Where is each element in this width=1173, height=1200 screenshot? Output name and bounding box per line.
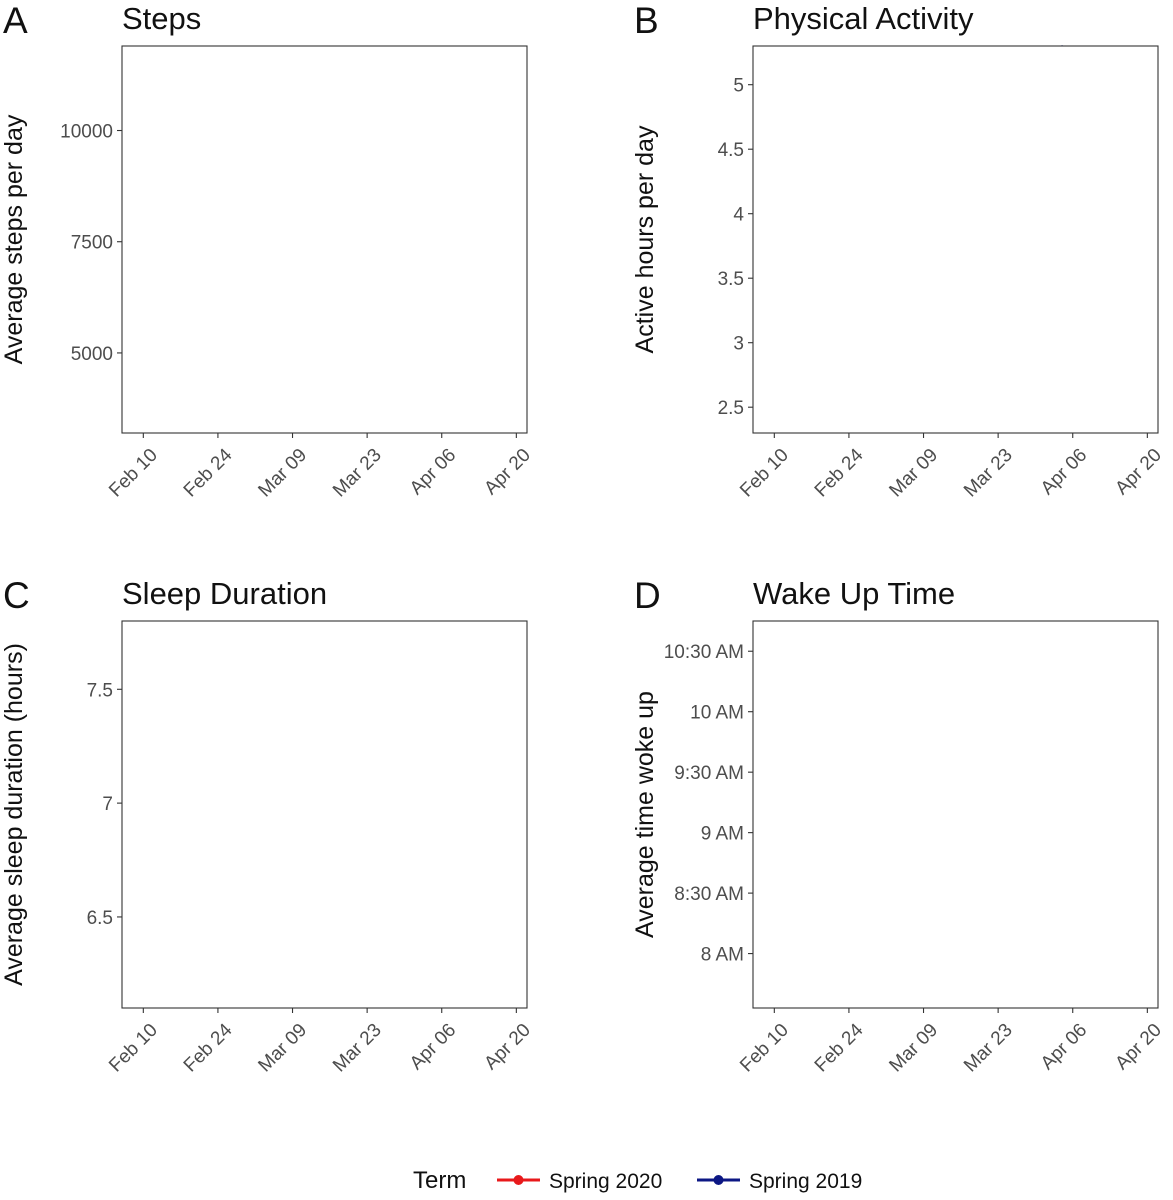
x-tick-label-a-2: Mar 09 [254, 445, 311, 502]
plot-border-c [121, 620, 528, 1009]
plot-border-b [752, 45, 1159, 434]
legend-key-point-spring-2019 [713, 1175, 724, 1185]
y-axis-title-b: Active hours per day [631, 125, 659, 353]
x-tick-label-d-3: Mar 23 [960, 1020, 1017, 1077]
y-tick-label-b-3: 4 [733, 205, 744, 226]
panel-letter-a: A [3, 0, 28, 41]
panel-title-b: Physical Activity [753, 1, 974, 36]
y-tick-label-d-1: 8:30 AM [674, 884, 744, 905]
panel-letter-c: C [3, 575, 30, 616]
plot-border-d [752, 620, 1159, 1009]
y-tick-label-d-2: 9 AM [701, 824, 744, 845]
x-tick-label-c-5: Apr 20 [480, 1020, 534, 1074]
y-tick-label-d-0: 8 AM [701, 945, 744, 966]
panel-title-c: Sleep Duration [122, 576, 327, 611]
panel-a: 5000 7500 10000 Feb 10 Feb 24 Mar 09 Mar 23 Apr… [0, 0, 535, 501]
y-tick-label-a-1: 7500 [71, 233, 113, 254]
x-tick-label-c-1: Feb 24 [180, 1019, 237, 1076]
x-tick-label-d-5: Apr 20 [1111, 1020, 1165, 1074]
x-tick-label-c-4: Apr 06 [406, 1020, 460, 1074]
y-axis-title-c: Average sleep duration (hours) [0, 643, 28, 986]
x-tick-label-b-1: Feb 24 [811, 444, 868, 501]
y-tick-label-b-0: 2.5 [718, 398, 744, 419]
legend-item-spring-2020: Spring 2020 [497, 1170, 662, 1193]
x-tick-label-a-0: Feb 10 [105, 445, 162, 502]
panel-letter-b: B [634, 0, 659, 41]
x-tick-label-a-4: Apr 06 [406, 445, 460, 499]
x-tick-label-a-3: Mar 23 [329, 445, 386, 502]
panel-title-d: Wake Up Time [753, 576, 955, 611]
y-axis-title-d: Average time woke up [631, 691, 659, 938]
x-tick-label-b-2: Mar 09 [885, 445, 942, 502]
x-tick-label-b-5: Apr 20 [1111, 445, 1165, 499]
y-tick-label-b-4: 4.5 [718, 140, 744, 161]
x-tick-label-d-1: Feb 24 [811, 1019, 868, 1076]
x-tick-label-a-1: Feb 24 [180, 444, 237, 501]
x-tick-label-c-0: Feb 10 [105, 1020, 162, 1077]
legend-title: Term [413, 1167, 466, 1194]
legend-label-spring-2020: Spring 2020 [549, 1170, 662, 1193]
y-tick-label-b-2: 3.5 [718, 269, 744, 290]
plot-border-a [121, 45, 528, 434]
y-tick-label-d-5: 10:30 AM [664, 642, 744, 663]
y-axis-title-a: Average steps per day [0, 114, 28, 364]
panel-b: 2.5 3 3.5 4 4.5 5 Feb 10 Feb 24 Mar 09 Mar 23 Apr … [631, 0, 1166, 501]
y-tick-label-c-0: 6.5 [87, 908, 113, 929]
y-tick-label-d-4: 10 AM [690, 703, 744, 724]
y-tick-label-a-0: 5000 [71, 344, 113, 365]
x-tick-label-a-5: Apr 20 [480, 445, 534, 499]
y-tick-label-b-5: 5 [733, 76, 744, 97]
y-tick-label-a-2: 10000 [60, 122, 113, 143]
x-tick-label-c-3: Mar 23 [329, 1020, 386, 1077]
legend-key-point-spring-2020 [513, 1175, 524, 1185]
x-tick-label-b-4: Apr 06 [1037, 445, 1091, 499]
panel-letter-d: D [634, 575, 661, 616]
x-tick-label-d-0: Feb 10 [736, 1020, 793, 1077]
legend-label-spring-2019: Spring 2019 [749, 1170, 862, 1193]
x-tick-label-b-3: Mar 23 [960, 445, 1017, 502]
y-tick-label-c-2: 7.5 [87, 680, 113, 701]
y-tick-label-c-1: 7 [102, 794, 113, 815]
x-tick-label-d-2: Mar 09 [885, 1020, 942, 1077]
panel-title-a: Steps [122, 1, 201, 36]
x-tick-label-c-2: Mar 09 [254, 1020, 311, 1077]
panel-d: 8 AM 8:30 AM 9 AM 9:30 AM 10 AM 10:30 AM Feb 1… [631, 575, 1166, 1076]
y-tick-label-b-1: 3 [733, 334, 744, 355]
x-tick-label-d-4: Apr 06 [1037, 1020, 1091, 1074]
legend-item-spring-2019: Spring 2019 [697, 1170, 862, 1193]
x-tick-label-b-0: Feb 10 [736, 445, 793, 502]
y-tick-label-d-3: 9:30 AM [674, 763, 744, 784]
legend: Term Spring 2020 Spring 2019 [413, 1167, 862, 1194]
panel-c: 6.5 7 7.5 Feb 10 Feb 24 Mar 09 Mar 23 Apr 06 Apr… [0, 575, 535, 1076]
